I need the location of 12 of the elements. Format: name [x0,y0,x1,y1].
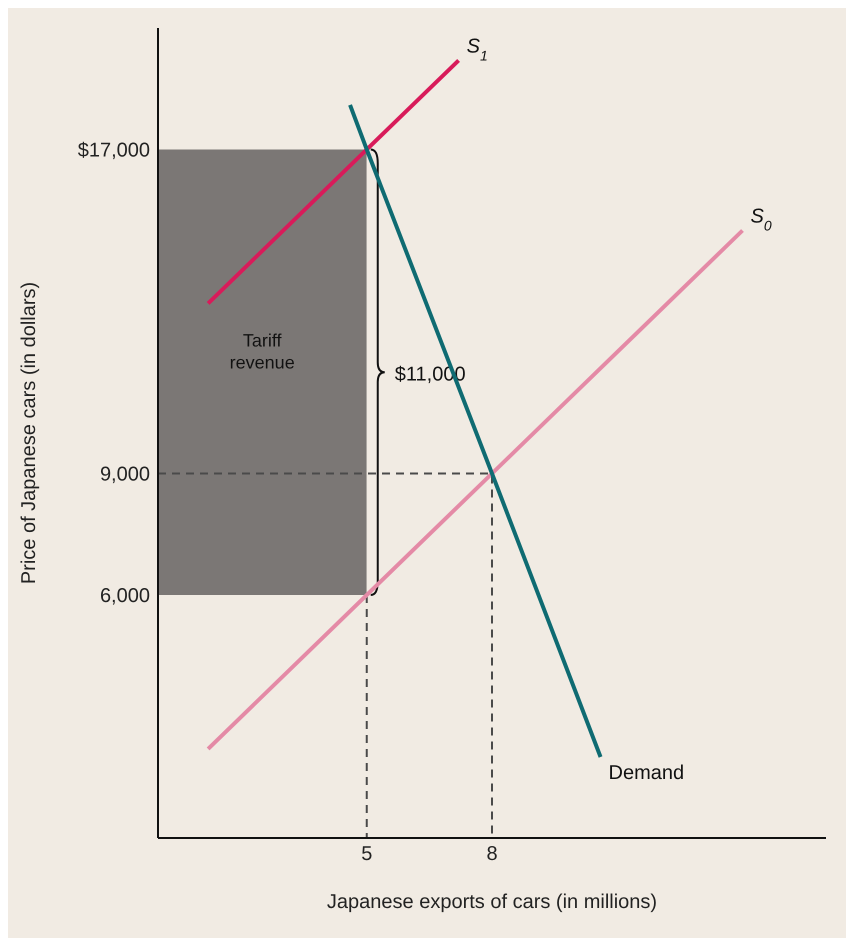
y-tick-label: 9,000 [100,464,150,486]
series-label: S$_{1}$ [466,35,488,64]
y-tick-label: $17,000 [78,140,150,162]
y-tick-label: 6,000 [100,585,150,608]
x-tick-label: 5 [361,843,372,866]
y-axis-title: Price of Japanese cars (in dollars) [18,282,40,584]
line-series [348,102,603,759]
series-label: Demand [608,762,684,784]
series-label: S$_{0}$ [750,206,772,234]
x-axis-title: Japanese exports of cars (in millions) [326,891,658,913]
annotation: Tariff revenue [230,330,295,372]
x-tick-label: 8 [486,843,498,866]
